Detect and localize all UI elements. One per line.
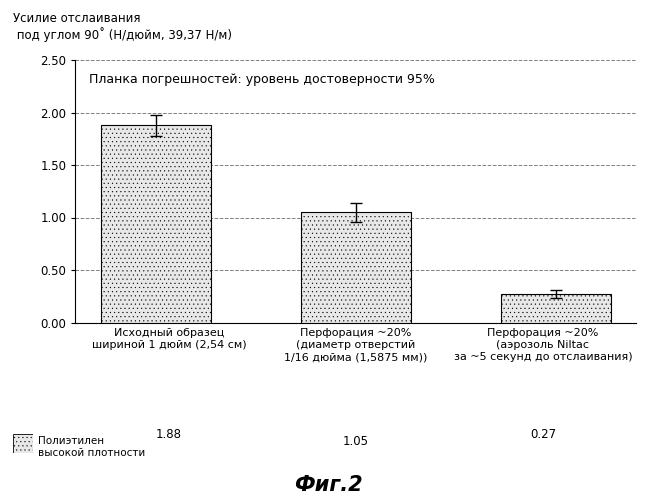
Text: Исходный образец
шириной 1 дюйм (2,54 см): Исходный образец шириной 1 дюйм (2,54 см… [92,328,246,350]
Text: Перфорация ~20%
(аэрозоль Niltac
за ~5 секунд до отслаивания): Перфорация ~20% (аэрозоль Niltac за ~5 с… [453,328,632,362]
Bar [101,125,211,322]
Text: Полиэтилен
высокой плотности: Полиэтилен высокой плотности [38,436,145,458]
Bar [501,294,611,322]
Text: Фиг.2: Фиг.2 [294,475,362,495]
Text: под углом 90˚ (Н/дюйм, 39,37 Н/м): под углом 90˚ (Н/дюйм, 39,37 Н/м) [13,28,232,42]
Text: 1.88: 1.88 [156,428,182,440]
Text: Планка погрешностей: уровень достоверности 95%: Планка погрешностей: уровень достовернос… [89,73,436,86]
Text: 0.27: 0.27 [530,428,556,440]
Bar [301,212,411,322]
Text: 1.05: 1.05 [343,435,369,448]
Text: Перфорация ~20%
(диаметр отверстий
1/16 дюйма (1,5875 мм)): Перфорация ~20% (диаметр отверстий 1/16 … [284,328,428,362]
Text: Усилие отслаивания: Усилие отслаивания [13,12,140,26]
